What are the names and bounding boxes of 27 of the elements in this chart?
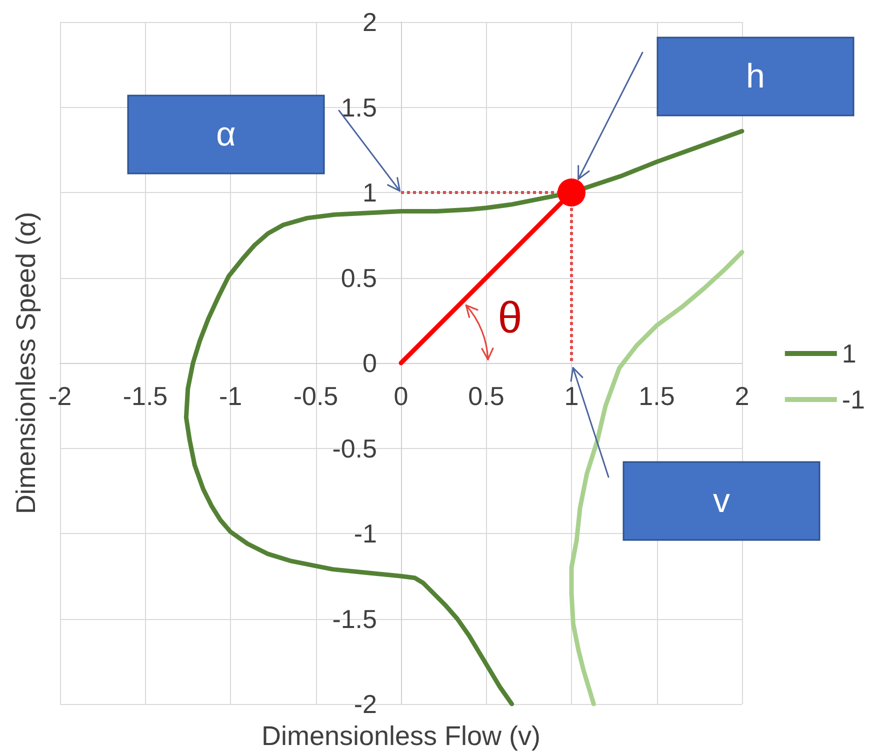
x-tick-label: 1 xyxy=(564,381,579,411)
y-tick-label: 1 xyxy=(362,178,377,208)
x-tick-label: 0 xyxy=(394,381,408,411)
annotation: θ xyxy=(498,293,522,342)
text-box: h xyxy=(656,36,854,116)
x-tick-label: 1.5 xyxy=(638,381,675,411)
y-tick-label: 0.5 xyxy=(340,262,377,293)
y-axis-title: Dimensionless Speed (α) xyxy=(11,212,41,514)
y-tick-label: -2 xyxy=(354,689,377,719)
y-tick-label: 2 xyxy=(362,7,377,37)
text-box: α xyxy=(127,94,325,174)
annotation: v xyxy=(713,482,730,520)
x-tick-label: -0.5 xyxy=(293,381,338,411)
x-tick-label: -2 xyxy=(48,381,72,411)
annotation: α xyxy=(216,116,236,154)
x-tick-label: 0.5 xyxy=(468,381,504,411)
y-tick-label: -1.5 xyxy=(332,604,377,634)
x-tick-label: -1 xyxy=(218,381,242,411)
x-axis-title: Dimensionless Flow (v) xyxy=(261,721,541,751)
y-tick-label: 1.5 xyxy=(340,92,377,122)
y-tick-label: -1 xyxy=(354,518,377,548)
y-tick-label: 0 xyxy=(362,348,377,378)
text-box: v xyxy=(622,461,820,541)
legend-label: 1 xyxy=(842,338,856,368)
x-tick-label: -1.5 xyxy=(122,381,168,411)
x-tick-label: 2 xyxy=(734,381,750,411)
y-tick-label: -0.5 xyxy=(332,433,377,464)
